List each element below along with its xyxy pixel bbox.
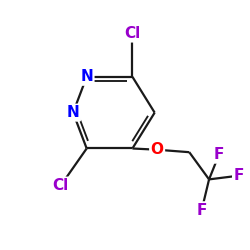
Text: F: F: [196, 203, 207, 218]
Text: F: F: [234, 168, 244, 183]
Text: O: O: [151, 142, 164, 157]
Text: F: F: [214, 147, 224, 162]
Text: Cl: Cl: [124, 26, 140, 41]
Text: N: N: [67, 105, 80, 120]
Text: Cl: Cl: [52, 178, 69, 193]
Text: N: N: [80, 69, 93, 84]
